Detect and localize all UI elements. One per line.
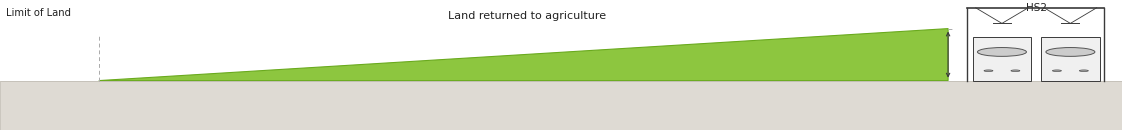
Bar [973, 37, 1031, 81]
Bar [1041, 37, 1100, 81]
Ellipse shape [1079, 70, 1088, 72]
Ellipse shape [1046, 48, 1095, 56]
Ellipse shape [977, 48, 1027, 56]
Ellipse shape [1011, 70, 1020, 72]
Polygon shape [99, 29, 948, 81]
Polygon shape [962, 30, 1106, 81]
Ellipse shape [984, 70, 993, 72]
Polygon shape [0, 81, 1122, 130]
Text: Limit of Land: Limit of Land [6, 8, 71, 18]
Ellipse shape [1052, 70, 1061, 72]
Text: HS2: HS2 [1027, 3, 1047, 13]
Text: Land returned to agriculture: Land returned to agriculture [449, 11, 606, 21]
